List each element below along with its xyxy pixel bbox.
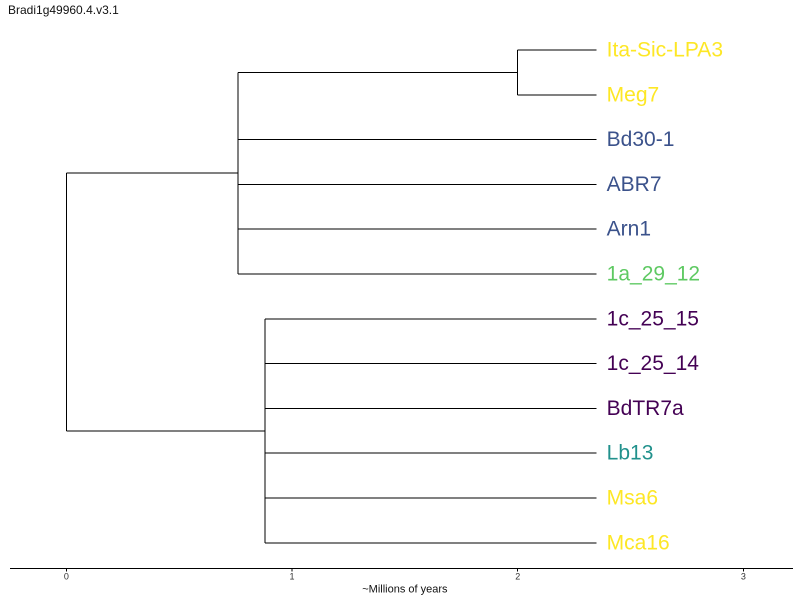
leaf-labels: Ita-Sic-LPA3 Meg7 Bd30-1 ABR7 Arn1 1a_29_12 1c…: [607, 39, 723, 555]
axis-tick-label: 0: [64, 572, 69, 582]
axis-tick-label: 2: [515, 572, 520, 582]
leaf-label: Meg7: [607, 83, 660, 106]
leaf-label: Bd30-1: [607, 128, 675, 151]
leaf-label: 1a_29_12: [607, 263, 700, 286]
tree-branches: [65, 49, 597, 544]
time-axis: 0 1 2 3 ~Millions of years: [10, 568, 793, 596]
leaf-label: Mca16: [607, 531, 670, 554]
axis-tick-label: 1: [290, 572, 295, 582]
leaf-label: Arn1: [607, 218, 651, 241]
axis-tick-label: 3: [741, 572, 746, 582]
axis-ticks: 0 1 2 3: [64, 568, 746, 582]
leaf-label: ABR7: [607, 173, 662, 196]
axis-title: ~Millions of years: [362, 584, 448, 596]
leaf-label: Lb13: [607, 442, 654, 465]
tree-title: Bradi1g49960.4.v3.1: [8, 3, 119, 17]
leaf-label: 1c_25_14: [607, 352, 700, 375]
leaf-label: Msa6: [607, 487, 658, 510]
leaf-label: BdTR7a: [607, 397, 684, 420]
leaf-label: 1c_25_15: [607, 307, 699, 330]
leaf-label: Ita-Sic-LPA3: [607, 39, 723, 62]
